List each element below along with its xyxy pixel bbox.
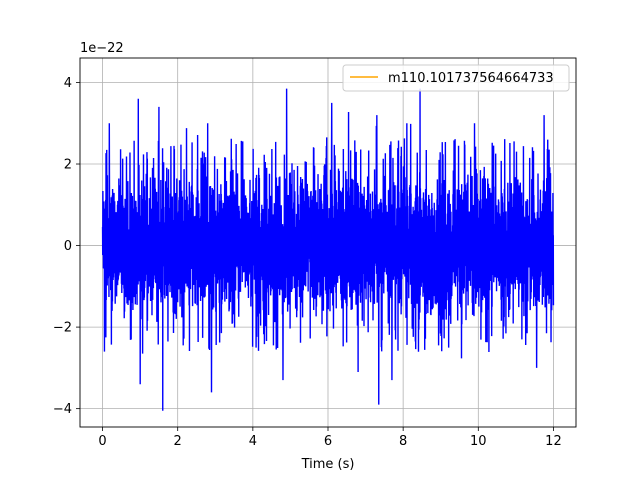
y-tick-label: −4 bbox=[53, 402, 72, 417]
plot-area bbox=[101, 88, 555, 411]
x-tick-label: 4 bbox=[249, 434, 257, 449]
y-tick-label: −2 bbox=[53, 321, 72, 336]
x-tick-label: 6 bbox=[324, 434, 332, 449]
x-axis-ticks: 0 2 4 6 8 10 12 bbox=[98, 427, 562, 449]
legend: m110.101737564664733 bbox=[342, 64, 570, 92]
x-tick-label: 10 bbox=[470, 434, 487, 449]
legend-frame bbox=[342, 64, 570, 92]
y-tick-label: 0 bbox=[64, 239, 72, 254]
y-tick-label: 4 bbox=[64, 76, 72, 91]
legend-entry-label: m110.101737564664733 bbox=[388, 71, 554, 86]
x-tick-label: 2 bbox=[174, 434, 182, 449]
y-tick-label: 2 bbox=[64, 158, 72, 173]
y-axis-ticks: −4 −2 0 2 4 bbox=[53, 76, 80, 417]
signal-line bbox=[101, 88, 555, 411]
x-tick-label: 12 bbox=[545, 434, 562, 449]
x-axis-label: Time (s) bbox=[301, 457, 355, 472]
x-tick-label: 0 bbox=[98, 434, 106, 449]
x-tick-label: 8 bbox=[399, 434, 407, 449]
y-offset-label: 1e−22 bbox=[80, 41, 124, 56]
